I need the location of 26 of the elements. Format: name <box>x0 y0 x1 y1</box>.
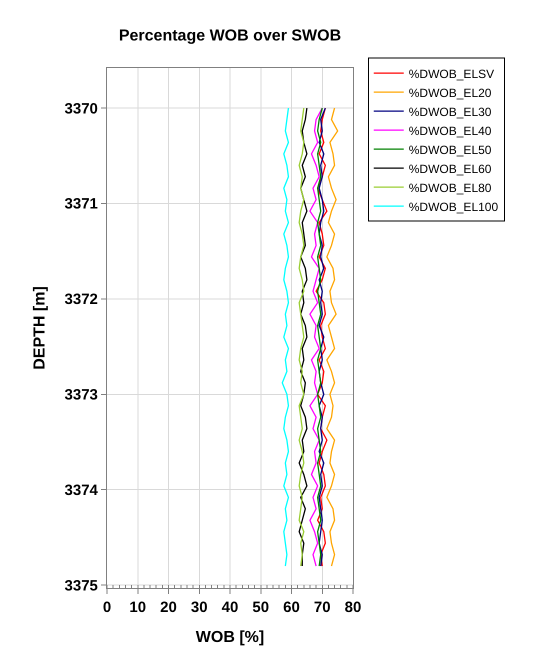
chart-title: Percentage WOB over SWOB <box>118 28 342 45</box>
x-tick-label: 60 <box>283 599 300 616</box>
y-tick-label: 3370 <box>64 100 98 118</box>
y-tick-label: 3373 <box>64 386 98 404</box>
x-tick-label: 80 <box>344 599 362 616</box>
x-tick-label: 30 <box>190 599 208 616</box>
x-tick-label: 20 <box>160 599 177 616</box>
y-tick-label: 3371 <box>64 196 98 213</box>
y-tick-label: 3375 <box>64 577 98 594</box>
legend-label: %DWOB_EL20 <box>408 86 492 100</box>
legend-label: %DWOB_EL60 <box>408 162 492 176</box>
legend-label: %DWOB_EL80 <box>408 180 492 195</box>
legend-label: %DWOB_ELSV <box>408 66 494 81</box>
x-tick-label: 10 <box>129 599 146 616</box>
legend-label: %DWOB_EL40 <box>408 124 492 138</box>
x-tick-label: 40 <box>222 599 238 616</box>
x-tick-label: 0 <box>102 599 112 616</box>
y-tick-label: 3372 <box>64 291 98 308</box>
x-tick-label: 70 <box>314 599 331 616</box>
y-tick-label: 3374 <box>64 482 99 499</box>
y-axis-title: DEPTH [m] <box>31 286 48 370</box>
x-axis-title: WOB [%] <box>196 628 264 646</box>
legend-label: %DWOB_EL30 <box>408 104 492 119</box>
legend-label: %DWOB_EL50 <box>408 142 492 157</box>
x-tick-label: 50 <box>252 599 270 616</box>
legend-label: %DWOB_EL100 <box>408 200 498 214</box>
